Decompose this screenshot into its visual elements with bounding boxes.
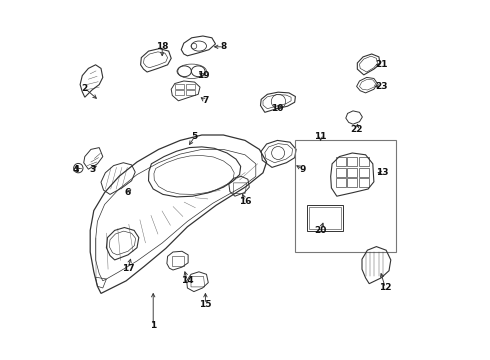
Bar <box>347 168 357 177</box>
Text: 1: 1 <box>150 321 156 330</box>
Text: 20: 20 <box>315 226 327 235</box>
Bar <box>359 178 369 187</box>
Text: 23: 23 <box>375 82 388 91</box>
Text: 6: 6 <box>125 188 131 197</box>
Text: 15: 15 <box>199 300 212 309</box>
Text: 9: 9 <box>299 165 306 174</box>
Text: 14: 14 <box>181 276 194 285</box>
Text: 10: 10 <box>271 104 284 112</box>
Text: 11: 11 <box>315 132 327 141</box>
Bar <box>336 178 346 187</box>
Text: 19: 19 <box>197 71 210 80</box>
Text: 16: 16 <box>239 197 251 206</box>
Text: 7: 7 <box>202 96 209 105</box>
Bar <box>336 157 346 166</box>
Text: 8: 8 <box>220 42 226 51</box>
Text: 13: 13 <box>375 168 388 177</box>
Bar <box>309 207 341 229</box>
Text: 12: 12 <box>379 284 392 292</box>
Text: 3: 3 <box>89 165 95 174</box>
Bar <box>347 157 357 166</box>
Bar <box>359 157 369 166</box>
Text: 22: 22 <box>350 125 363 134</box>
Text: 2: 2 <box>82 84 88 93</box>
Text: 18: 18 <box>156 42 169 51</box>
Bar <box>295 140 396 252</box>
Text: 17: 17 <box>122 264 134 273</box>
Bar <box>307 205 343 231</box>
Text: 5: 5 <box>192 132 198 141</box>
Bar <box>359 168 369 177</box>
Bar <box>336 168 346 177</box>
Text: 21: 21 <box>375 60 388 69</box>
Text: 4: 4 <box>73 165 79 174</box>
Bar <box>347 178 357 187</box>
